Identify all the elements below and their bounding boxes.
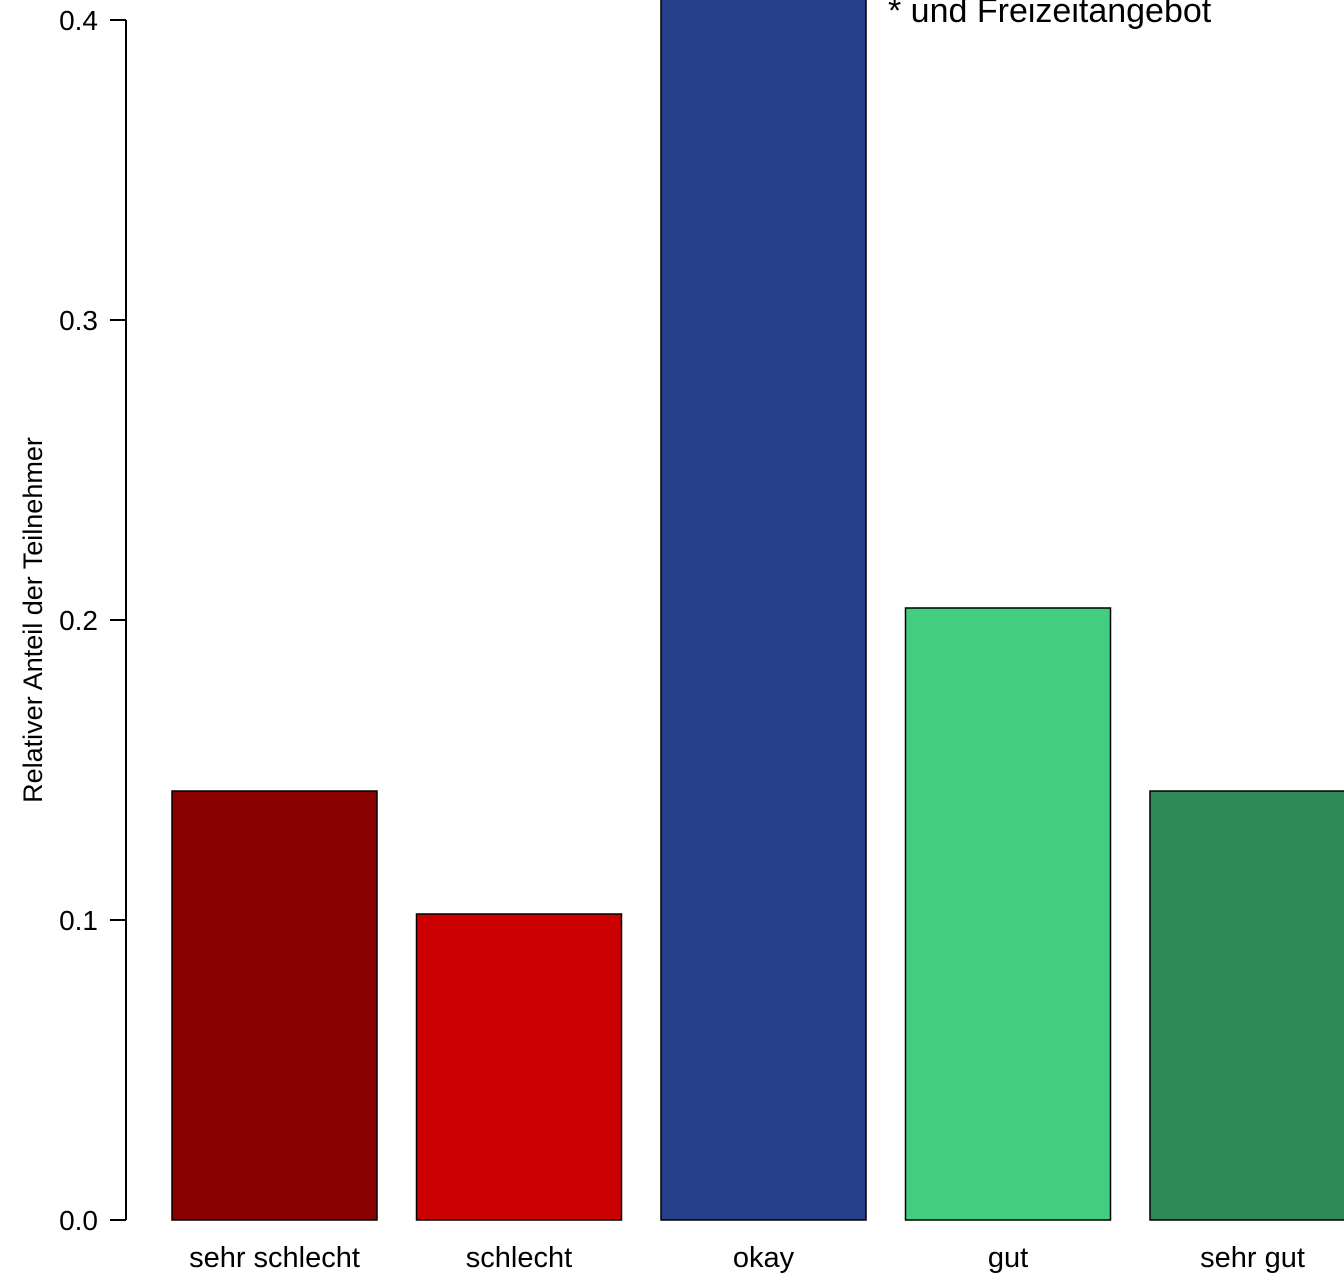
chart-annotation: * und Freizeitangebot: [888, 0, 1212, 30]
y-axis-title: Relativer Anteil der Teilnehmer: [18, 437, 48, 803]
category-label: sehr schlecht: [189, 1242, 360, 1274]
category-label: gut: [988, 1242, 1028, 1274]
bar-okay: [660, 0, 867, 1221]
category-labels: sehr schlecht schlecht okay gut sehr gut: [189, 1242, 1305, 1274]
bar-schlecht: [415, 913, 623, 1221]
bar-sehr-gut: [1149, 790, 1344, 1221]
y-tick-label: 0.0: [59, 1205, 98, 1236]
y-tick-label: 0.3: [59, 305, 98, 336]
y-axis-ticks: 0.0 0.1 0.2 0.3 0.4: [59, 5, 126, 1236]
bars: [171, 0, 1344, 1221]
category-label: okay: [733, 1242, 795, 1274]
category-label: schlecht: [466, 1242, 572, 1274]
y-tick-label: 0.2: [59, 605, 98, 636]
bar-sehr-schlecht: [171, 790, 378, 1221]
category-label: sehr gut: [1200, 1242, 1305, 1274]
y-tick-label: 0.1: [59, 905, 98, 936]
bar-gut: [904, 607, 1112, 1221]
y-tick-label: 0.4: [59, 5, 98, 36]
